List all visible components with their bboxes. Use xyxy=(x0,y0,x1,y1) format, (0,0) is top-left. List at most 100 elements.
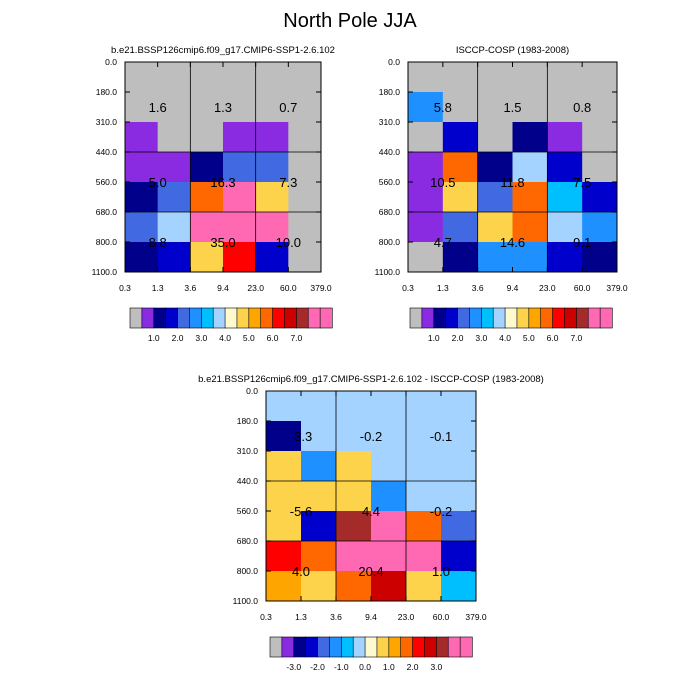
y-tick-label: 440.0 xyxy=(237,476,259,486)
y-tick-label: 680.0 xyxy=(237,536,259,546)
y-tick-label: 800.0 xyxy=(96,237,118,247)
colorbar: 1.0 2.0 3.0 4.0 5.0 6.0 7.0 xyxy=(409,307,613,343)
box-value-label: -0.2 xyxy=(360,429,382,444)
x-tick-label: 0.3 xyxy=(119,283,131,293)
colorbar-swatch xyxy=(400,636,414,658)
heatmap-cell xyxy=(582,62,618,93)
heatmap-cell xyxy=(266,511,302,542)
heatmap-cell xyxy=(512,212,548,243)
x-tick-label: 3.6 xyxy=(472,283,484,293)
heatmap-panel-2: ISCCP-COSP (1983-2008) 0.3 1.3 3.6 9.4 23.0 60… xyxy=(375,45,628,343)
heatmap-cell xyxy=(441,541,477,572)
heatmap-cell xyxy=(477,122,513,153)
heatmap-cell xyxy=(336,541,372,572)
heatmap-cell xyxy=(336,451,372,482)
heatmap-cell xyxy=(190,212,224,243)
heatmap-cell xyxy=(266,421,302,452)
heatmap-cell xyxy=(547,122,583,153)
colorbar-swatch xyxy=(412,636,426,658)
heatmap-cell xyxy=(442,242,479,273)
y-tick-label: 680.0 xyxy=(379,207,401,217)
heatmap-cell xyxy=(408,122,444,153)
heatmap-cell xyxy=(190,92,224,123)
x-tick-label: 3.6 xyxy=(184,283,196,293)
heatmap-cell xyxy=(190,242,224,273)
heatmap-cell xyxy=(301,541,337,572)
heatmap-cell xyxy=(288,92,322,123)
heatmap-cell xyxy=(441,571,477,602)
heatmap-cell xyxy=(442,152,479,183)
y-tick-label: 310.0 xyxy=(237,446,259,456)
heatmap-cell xyxy=(477,62,513,93)
box-value-label: 7.5 xyxy=(573,175,591,190)
heatmap-cell xyxy=(255,92,289,123)
heatmap-cell xyxy=(125,212,159,243)
x-tick-label: 9.4 xyxy=(507,283,519,293)
heatmap-cell xyxy=(408,182,444,213)
heatmap-cell xyxy=(582,242,618,273)
colorbar-swatch xyxy=(329,636,342,658)
heatmap-cell xyxy=(582,92,618,123)
colorbar-swatch xyxy=(224,307,238,329)
colorbar-swatch xyxy=(177,307,191,329)
y-tick-label: 0.0 xyxy=(105,57,117,67)
heatmap-cell xyxy=(190,182,224,213)
colorbar-swatch xyxy=(457,307,471,329)
heatmap-cell xyxy=(442,92,479,123)
heatmap-cell xyxy=(157,212,191,243)
colorbar-swatch xyxy=(516,307,530,329)
heatmap-cell xyxy=(266,481,302,512)
heatmap-cell xyxy=(266,571,302,602)
y-tick-label: 0.0 xyxy=(246,386,258,396)
box-value-label: 4.4 xyxy=(362,504,380,519)
heatmap-cell xyxy=(582,152,618,183)
y-tick-label: 800.0 xyxy=(237,566,259,576)
box-value-label: 1.6 xyxy=(149,100,167,115)
colorbar-swatch xyxy=(284,307,297,329)
box-value-label: -0.1 xyxy=(430,429,452,444)
panel-title: b.e21.BSSP126cmip6.f09_g17.CMIP6-SSP1-2.… xyxy=(198,374,544,385)
colorbar-swatch xyxy=(129,307,143,329)
box-value-label: 7.3 xyxy=(279,175,297,190)
heatmap-cell xyxy=(441,421,477,452)
colorbar-label: 3.0 xyxy=(195,333,207,343)
heatmap-cell xyxy=(125,242,159,273)
box-value-label: 1.0 xyxy=(432,564,450,579)
heatmap-panel-1: b.e21.BSSP126cmip6.f09_g17.CMIP6-SSP1-2.… xyxy=(92,45,335,343)
colorbar-swatch xyxy=(564,307,577,329)
x-tick-label: 379.0 xyxy=(465,612,487,622)
box-value-label: 0.7 xyxy=(279,100,297,115)
heatmap-cell xyxy=(266,391,302,422)
y-tick-label: 310.0 xyxy=(379,117,401,127)
box-value-label: 14.6 xyxy=(500,235,525,250)
heatmap-cell xyxy=(190,122,224,153)
colorbar-label: -3.0 xyxy=(286,662,301,672)
colorbar-swatch xyxy=(528,307,542,329)
colorbar-label: 5.0 xyxy=(243,333,255,343)
colorbar-label: 6.0 xyxy=(267,333,279,343)
colorbar-swatch xyxy=(153,307,167,329)
heatmap-cell xyxy=(408,92,444,123)
colorbar-label: 5.0 xyxy=(523,333,535,343)
heatmap-cell xyxy=(288,122,322,153)
y-tick-label: 560.0 xyxy=(237,506,259,516)
y-tick-label: 1100.0 xyxy=(233,596,259,606)
heatmap-cell xyxy=(371,481,407,512)
heatmap-cell xyxy=(512,122,548,153)
heatmap-cell xyxy=(336,511,372,542)
heatmap-cell xyxy=(125,62,159,93)
heatmap-cell xyxy=(266,451,302,482)
heatmap-cell xyxy=(371,421,407,452)
box-value-label: 4.0 xyxy=(292,564,310,579)
heatmap-cell xyxy=(223,242,257,273)
box-value-label: 5.8 xyxy=(434,100,452,115)
x-tick-label: 1.3 xyxy=(152,283,164,293)
x-tick-label: 23.0 xyxy=(247,283,264,293)
x-tick-label: 60.0 xyxy=(280,283,297,293)
heatmap-cell xyxy=(441,511,477,542)
box-value-label: 10.5 xyxy=(430,175,455,190)
heatmap-cell xyxy=(512,242,548,273)
colorbar-swatch xyxy=(236,307,250,329)
colorbar-swatch xyxy=(376,636,390,658)
colorbar-swatch xyxy=(424,636,437,658)
